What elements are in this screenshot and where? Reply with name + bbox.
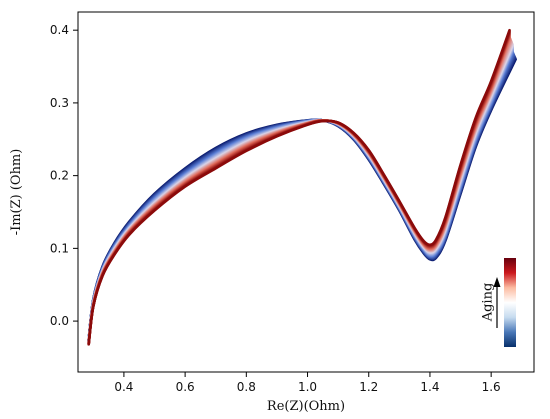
series-line-band bbox=[87, 35, 511, 345]
series-line-band bbox=[87, 45, 514, 343]
series-line-band bbox=[87, 29, 511, 346]
series-line-band bbox=[87, 32, 511, 345]
series-line-band bbox=[87, 30, 511, 346]
series-line bbox=[87, 36, 511, 345]
colorbar-gradient bbox=[504, 258, 516, 347]
x-tick-label: 1.0 bbox=[298, 380, 317, 394]
series-line-band bbox=[87, 37, 512, 344]
plot-frame bbox=[77, 11, 535, 373]
y-tick-label: 0.1 bbox=[50, 241, 69, 255]
x-tick-label: 1.2 bbox=[359, 380, 378, 394]
x-tick-label: 0.8 bbox=[237, 380, 256, 394]
y-axis: 0.0 0.1 0.2 0.3 0.4 bbox=[50, 23, 78, 328]
y-axis-label: -Im(Z) (Ohm) bbox=[9, 149, 24, 236]
series-line-band bbox=[87, 34, 511, 345]
series-line bbox=[87, 43, 514, 343]
series-line-band bbox=[87, 39, 513, 344]
series-line-band bbox=[87, 42, 514, 343]
series-line-band bbox=[87, 31, 511, 346]
y-tick-label: 0.2 bbox=[50, 169, 69, 183]
series-line-band bbox=[87, 40, 513, 344]
series-line-band bbox=[87, 33, 511, 345]
y-tick-label: 0.0 bbox=[50, 314, 69, 328]
series-line-band bbox=[87, 38, 512, 344]
aging-colorbar: Aging bbox=[481, 258, 516, 347]
x-tick-label: 1.4 bbox=[420, 380, 439, 394]
y-tick-label: 0.3 bbox=[50, 96, 69, 110]
series-curves bbox=[87, 28, 517, 346]
x-tick-label: 1.6 bbox=[482, 380, 501, 394]
aging-arrowhead-icon bbox=[493, 277, 501, 287]
x-axis: 0.4 0.6 0.8 1.0 1.2 1.4 1.6 bbox=[114, 372, 501, 394]
x-tick-label: 0.4 bbox=[114, 380, 133, 394]
series-line-band bbox=[87, 37, 512, 345]
series-line-band bbox=[87, 41, 514, 344]
colorbar-label: Aging bbox=[481, 283, 496, 323]
series-line-band bbox=[87, 44, 514, 343]
y-tick-label: 0.4 bbox=[50, 23, 69, 37]
x-tick-label: 0.6 bbox=[176, 380, 195, 394]
x-axis-label: Re(Z)(Ohm) bbox=[267, 399, 345, 414]
series-line bbox=[87, 28, 511, 346]
